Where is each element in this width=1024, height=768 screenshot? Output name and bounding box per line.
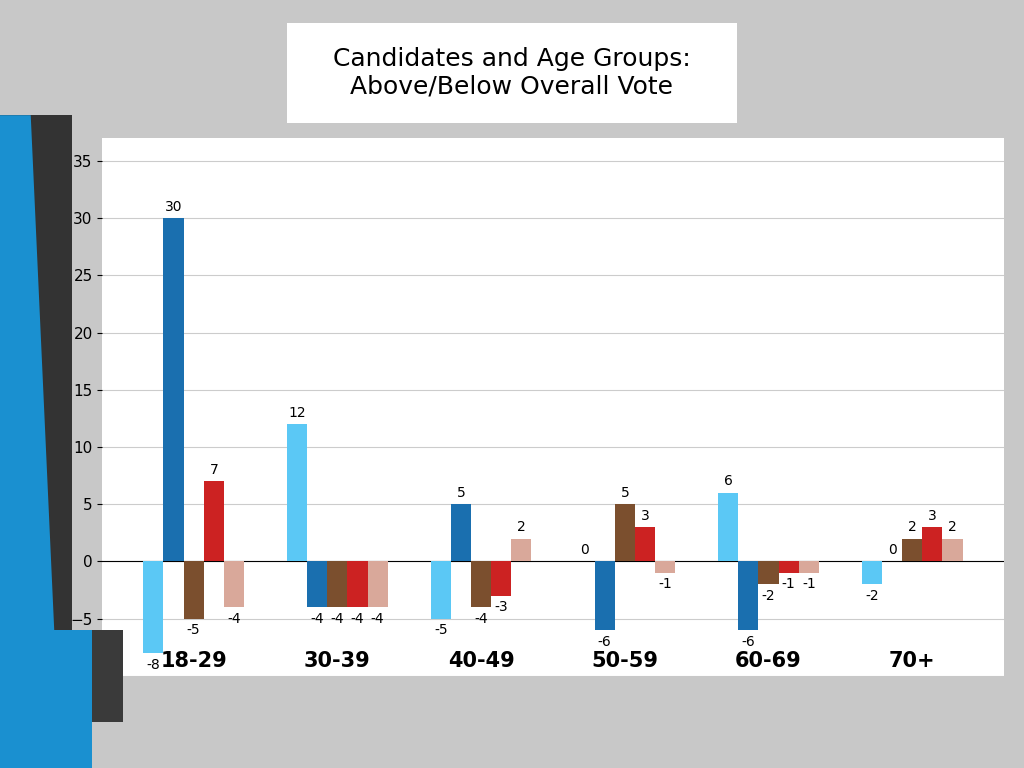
Text: -2: -2 [762, 589, 775, 603]
Bar [799, 561, 819, 573]
Text: -5: -5 [434, 623, 447, 637]
Bar [595, 561, 614, 630]
Bar [778, 561, 799, 573]
Text: 0: 0 [581, 543, 589, 557]
Text: Candidates and Age Groups:
Above/Below Overall Vote: Candidates and Age Groups: Above/Below O… [333, 47, 691, 99]
Text: 7: 7 [209, 463, 218, 477]
Text: 0: 0 [888, 543, 897, 557]
Text: -1: -1 [658, 578, 672, 591]
Bar [328, 561, 347, 607]
Text: -6: -6 [598, 634, 611, 649]
Text: -4: -4 [331, 612, 344, 626]
Bar [224, 561, 244, 607]
Bar [164, 218, 183, 561]
Bar [902, 538, 923, 561]
Text: -4: -4 [474, 612, 487, 626]
Bar [942, 538, 963, 561]
Text: 2: 2 [948, 520, 956, 534]
Bar [862, 561, 882, 584]
Text: 12: 12 [289, 406, 306, 419]
Bar [471, 561, 492, 607]
Bar [307, 561, 328, 607]
Bar [287, 424, 307, 561]
Bar [204, 482, 224, 561]
Text: 30: 30 [165, 200, 182, 214]
Bar [347, 561, 368, 607]
Text: 2: 2 [908, 520, 916, 534]
Legend: Clinton, Sanders, Carson, Trump, Rubio: Clinton, Sanders, Carson, Trump, Rubio [243, 733, 863, 764]
Text: 2: 2 [517, 520, 525, 534]
Bar [614, 505, 635, 561]
Text: -6: -6 [741, 634, 756, 649]
Text: -4: -4 [227, 612, 241, 626]
Text: 3: 3 [928, 508, 937, 522]
Bar [451, 505, 471, 561]
Bar [655, 561, 675, 573]
Bar [759, 561, 778, 584]
Text: -1: -1 [781, 578, 796, 591]
Text: -2: -2 [865, 589, 879, 603]
Bar [492, 561, 511, 596]
Bar [143, 561, 164, 653]
Text: -3: -3 [495, 601, 508, 614]
Text: 3: 3 [641, 508, 649, 522]
Bar [511, 538, 531, 561]
Bar [635, 527, 655, 561]
Text: 6: 6 [724, 475, 733, 488]
Text: -4: -4 [310, 612, 324, 626]
Bar [718, 493, 738, 561]
Text: -8: -8 [146, 657, 161, 671]
Text: -4: -4 [350, 612, 365, 626]
Text: -4: -4 [371, 612, 384, 626]
Bar [368, 561, 388, 607]
Text: -5: -5 [186, 623, 201, 637]
Bar [923, 527, 942, 561]
Text: 5: 5 [621, 485, 629, 500]
Bar [431, 561, 451, 619]
Bar [183, 561, 204, 619]
Text: 5: 5 [457, 485, 465, 500]
Text: -1: -1 [802, 578, 816, 591]
Bar [738, 561, 759, 630]
